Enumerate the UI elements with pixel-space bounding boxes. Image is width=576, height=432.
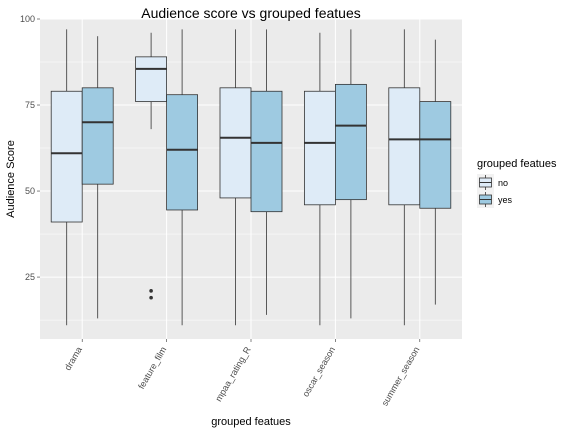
y-tick-label: 25 <box>25 272 35 282</box>
box-yes-feature_film <box>166 29 199 326</box>
box-body <box>135 56 168 102</box>
box-body <box>81 87 114 185</box>
box-yes-drama <box>81 36 114 319</box>
y-tick-label: 75 <box>25 100 35 110</box>
legend-label-no: no <box>498 178 508 188</box>
box-yes-summer_season <box>419 39 452 305</box>
x-tick-label: feature_film <box>136 345 168 391</box>
box-body <box>419 101 452 209</box>
box-no-summer_season <box>388 29 421 326</box>
x-tick-label: summer_season <box>380 345 422 408</box>
box-body <box>388 87 421 206</box>
box-body <box>50 90 83 223</box>
box-body <box>166 94 199 211</box>
x-tick-label: mpaa_rating_R <box>213 345 253 404</box>
outlier-point <box>149 289 153 293</box>
box-no-mpaa_rating_R <box>219 29 252 326</box>
x-tick-label: oscar_season <box>300 345 337 399</box>
y-tick-label: 100 <box>20 14 35 24</box>
box-groups <box>50 29 452 326</box>
box-body <box>334 83 367 201</box>
chart-title: Audience score vs grouped featues <box>141 5 360 21</box>
y-tick-label: 50 <box>25 186 35 196</box>
legend: grouped featues no yes <box>477 158 557 208</box>
box-body <box>250 90 283 213</box>
box-no-feature_film <box>135 32 168 300</box>
y-axis-title: Audience Score <box>5 140 17 218</box>
x-axis-ticks: drama feature_film mpaa_rating_R oscar_seas… <box>63 339 422 408</box>
legend-label-yes: yes <box>498 195 513 205</box>
box-body <box>303 90 336 206</box>
box-body <box>219 87 252 199</box>
box-no-drama <box>50 29 83 326</box>
box-yes-oscar_season <box>334 29 367 319</box>
x-axis-title: grouped featues <box>211 416 291 428</box>
legend-title: grouped featues <box>477 158 557 170</box>
x-tick-label: drama <box>63 345 84 372</box>
y-axis-ticks: 25 50 75 100 <box>20 14 40 282</box>
outlier-point <box>149 295 153 300</box>
box-yes-mpaa_rating_R <box>250 29 283 315</box>
